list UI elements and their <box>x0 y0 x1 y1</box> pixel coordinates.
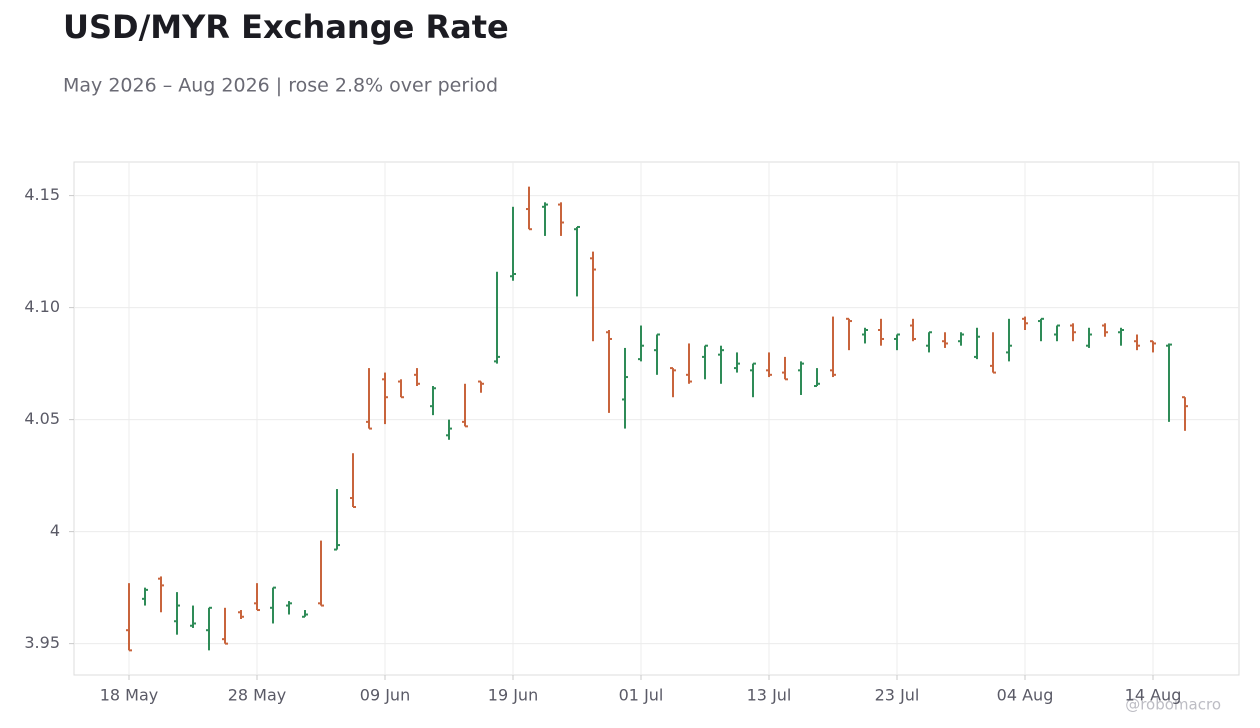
x-tick-label: 13 Jul <box>747 686 792 705</box>
y-tick-label: 3.95 <box>24 633 60 652</box>
x-tick-label: 14 Aug <box>1125 686 1182 705</box>
x-tick-label: 19 Jun <box>488 686 538 705</box>
chart-subtitle: May 2026 – Aug 2026 | rose 2.8% over per… <box>63 75 498 97</box>
watermark: @robomacro <box>1125 696 1221 714</box>
x-tick-label: 28 May <box>228 686 287 705</box>
x-tick-label: 01 Jul <box>619 686 664 705</box>
y-tick-label: 4.05 <box>24 409 60 428</box>
plot-area <box>73 161 1240 676</box>
y-tick-label: 4 <box>50 521 60 540</box>
chart-title: USD/MYR Exchange Rate <box>63 8 509 46</box>
y-tick-label: 4.15 <box>24 185 60 204</box>
x-tick-label: 04 Aug <box>997 686 1054 705</box>
x-tick-label: 18 May <box>100 686 159 705</box>
y-tick-label: 4.10 <box>24 297 60 316</box>
x-tick-label: 09 Jun <box>360 686 410 705</box>
x-tick-label: 23 Jul <box>875 686 920 705</box>
